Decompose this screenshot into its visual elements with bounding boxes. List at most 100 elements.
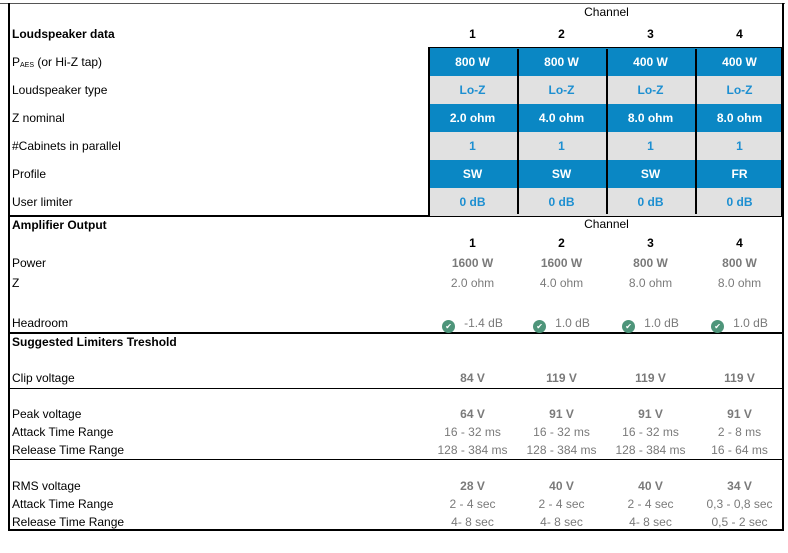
check-circle-icon: ✔ [622,320,636,333]
paes-rest: (or Hi-Z tap) [34,55,103,69]
column-separator [606,49,608,214]
channel-number: 2 [558,236,565,250]
row-band-grey [430,76,781,104]
paes-sub: AES [20,62,35,69]
limiter-value: 40 V [549,479,574,493]
input-cell[interactable]: Lo-Z [548,83,575,97]
divider [8,332,784,334]
input-cell[interactable]: SW [640,167,661,181]
input-cell[interactable]: 0 dB [459,195,486,209]
input-cell[interactable]: 400 W [633,55,668,69]
row-band-blue [430,48,781,76]
input-cell[interactable]: 800 W [455,55,490,69]
row-label: RMS voltage [12,479,81,493]
row-label: #Cabinets in parallel [12,139,121,153]
limiter-value: 16 - 64 ms [711,443,768,457]
headroom-text: 1.0 dB [555,316,590,330]
limiter-value: 34 V [727,479,752,493]
output-value: 4.0 ohm [539,276,584,290]
channel-number: 1 [469,27,476,41]
input-cell[interactable]: 0 dB [637,195,664,209]
headroom-value: ✔ -1.4 dB [428,315,517,333]
input-cell[interactable]: Lo-Z [726,83,753,97]
input-cell[interactable]: 400 W [722,55,757,69]
input-cell[interactable]: 0 dB [548,195,575,209]
check-circle-icon: ✔ [533,320,547,333]
limiter-value: 119 V [635,371,666,385]
limiter-value: 16 - 32 ms [444,425,501,439]
channel-number: 1 [469,236,476,250]
channel-number: 2 [558,27,565,41]
input-cell[interactable]: 8.0 ohm [627,111,674,125]
output-value: 8.0 ohm [717,276,762,290]
divider [8,459,784,460]
input-cell[interactable]: 1 [736,139,743,153]
headroom-text: 1.0 dB [733,316,768,330]
limiter-value: 16 - 32 ms [622,425,679,439]
limiter-value: 119 V [546,371,577,385]
input-cell[interactable]: 2.0 ohm [449,111,496,125]
column-separator [517,49,519,214]
row-label: Attack Time Range [12,497,114,511]
row-band-blue [430,160,781,188]
row-label: Profile [12,167,47,181]
row-label: Power [12,256,47,270]
section-title-loudspeaker: Loudspeaker data [12,27,115,41]
headroom-value: ✔ 1.0 dB [606,315,695,333]
section-title-amplifier: Amplifier Output [12,218,107,232]
channel-number: 4 [736,236,743,250]
input-cell[interactable]: 4.0 ohm [538,111,585,125]
limiter-value: 4- 8 sec [540,515,583,529]
channel-number: 3 [647,236,654,250]
input-cell[interactable]: Lo-Z [637,83,664,97]
row-band-grey [430,132,781,160]
check-circle-icon: ✔ [711,320,725,333]
limiter-value: 2 - 8 ms [717,425,762,439]
input-cell[interactable]: FR [731,167,748,181]
limiter-value: 16 - 32 ms [533,425,590,439]
limiter-value: 0,5 - 2 sec [711,515,768,529]
row-label: Release Time Range [12,443,125,457]
right-border [782,3,784,531]
row-label: Peak voltage [12,407,82,421]
section-title-limiters: Suggested Limiters Treshold [12,335,177,349]
input-cell[interactable]: 800 W [544,55,579,69]
limiter-value: 91 V [638,407,663,421]
column-separator [695,49,697,214]
limiter-value: 128 - 384 ms [615,443,686,457]
limiter-value: 2 - 4 sec [449,497,496,511]
headroom-value: ✔ 1.0 dB [695,315,784,333]
input-cell[interactable]: 8.0 ohm [716,111,763,125]
limiter-value: 91 V [549,407,574,421]
output-value: 1600 W [451,256,494,270]
headroom-text: 1.0 dB [644,316,679,330]
output-value: 800 W [722,256,757,270]
input-cell[interactable]: SW [462,167,483,181]
input-cell[interactable]: 0 dB [726,195,753,209]
row-label: Attack Time Range [12,425,114,439]
output-value: 1600 W [540,256,583,270]
paes-label: PAES (or Hi-Z tap) [12,54,102,70]
left-border [8,3,10,531]
limiter-value: 4- 8 sec [451,515,494,529]
bottom-border [8,529,784,531]
channel-header: Channel [584,217,629,231]
limiter-value: 2 - 4 sec [538,497,585,511]
channel-number: 3 [647,27,654,41]
input-cell[interactable]: 1 [558,139,565,153]
input-cell[interactable]: 1 [469,139,476,153]
input-cell[interactable]: SW [551,167,572,181]
paes-main: P [12,55,21,69]
input-cell[interactable]: 1 [647,139,654,153]
output-value: 8.0 ohm [628,276,673,290]
input-cell[interactable]: Lo-Z [459,83,486,97]
row-label: Loudspeaker type [12,83,108,97]
row-label: User limiter [12,195,73,209]
limiter-value: 128 - 384 ms [437,443,508,457]
limiter-value: 4- 8 sec [629,515,672,529]
row-label: Headroom [12,316,69,330]
headroom-value: ✔ 1.0 dB [517,315,606,333]
limiter-value: 84 V [460,371,485,385]
row-band-grey [430,188,781,216]
limiter-value: 40 V [638,479,663,493]
